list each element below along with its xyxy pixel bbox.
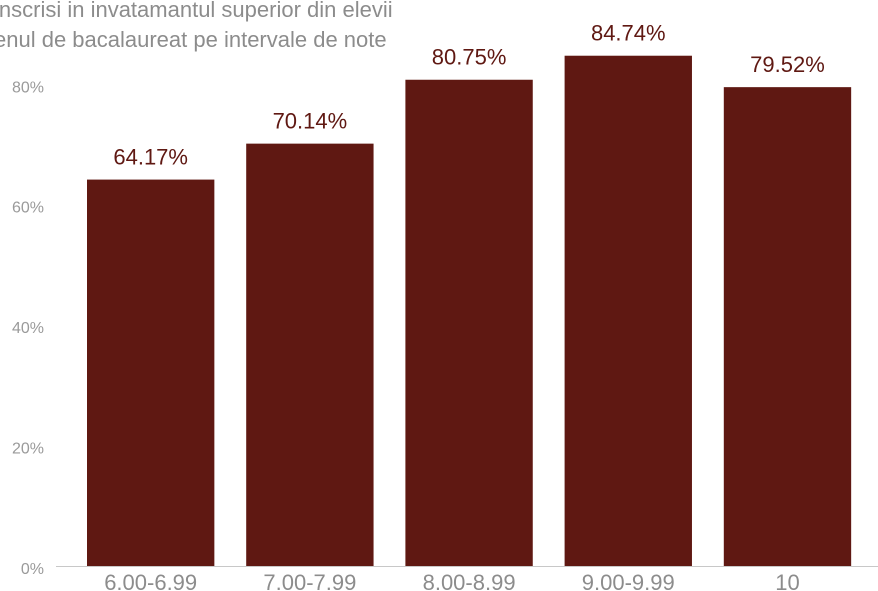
y-tick-label: 80% bbox=[12, 79, 44, 96]
bar bbox=[246, 143, 374, 566]
bars bbox=[87, 55, 852, 566]
data-label: 79.52% bbox=[750, 52, 825, 77]
x-tick-label: 9.00-9.99 bbox=[582, 570, 675, 591]
x-tick-label: 6.00-6.99 bbox=[104, 570, 197, 591]
bar bbox=[564, 55, 692, 566]
data-label: 64.17% bbox=[113, 145, 188, 170]
y-tick-label: 40% bbox=[12, 320, 44, 337]
bar bbox=[87, 179, 215, 566]
y-tick-label: 60% bbox=[12, 200, 44, 217]
data-labels: 64.17% 70.14% 80.75% 84.74% 79.52% bbox=[113, 21, 824, 170]
x-tick-label: 7.00-7.99 bbox=[263, 570, 356, 591]
x-tick-label: 8.00-8.99 bbox=[423, 570, 516, 591]
chart-title: inscrisi in invatamantul superior din el… bbox=[0, 0, 393, 52]
y-tick-label: 20% bbox=[12, 441, 44, 458]
x-tick-label: 10 bbox=[775, 570, 799, 591]
y-tick-label: 0% bbox=[21, 561, 44, 578]
data-label: 84.74% bbox=[591, 21, 666, 46]
chart-title-line-1: inscrisi in invatamantul superior din el… bbox=[0, 0, 393, 22]
bar bbox=[405, 79, 533, 566]
chart-title-line-2: enul de bacalaureat pe intervale de note bbox=[0, 27, 387, 52]
x-axis: 6.00-6.99 7.00-7.99 8.00-8.99 9.00-9.99 10 bbox=[104, 570, 800, 591]
data-label: 70.14% bbox=[273, 109, 348, 134]
bar bbox=[723, 87, 852, 566]
y-axis: 0% 20% 40% 60% 80% bbox=[12, 79, 44, 578]
data-label: 80.75% bbox=[432, 45, 507, 70]
